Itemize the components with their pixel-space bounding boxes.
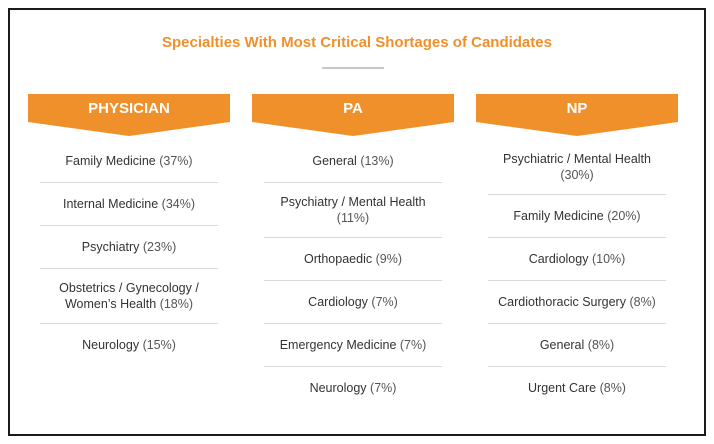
title-divider [322,67,384,69]
column-header-pa: PA [252,94,454,122]
list-item: Urgent Care (8%) [528,381,626,395]
list-item: General (13%) [264,140,442,183]
banner-chevron [28,122,230,136]
column-header-physician: PHYSICIAN [28,94,230,122]
list-item: Family Medicine (37%) [40,140,218,183]
np-column: NP Psychiatric / Mental Health (30%) Fam… [476,94,678,409]
list-item: Orthopaedic (9%) [264,238,442,281]
list-item: Obstetrics / Gynecology / Women’s Health… [40,269,218,324]
banner-chevron [476,122,678,136]
column-header-np: NP [476,94,678,122]
list-item: Neurology (7%) [309,381,397,395]
list-item: Cardiology (7%) [264,281,442,324]
list-item: Internal Medicine (34%) [40,183,218,226]
page-title: Specialties With Most Critical Shortages… [162,34,552,51]
physician-column: PHYSICIAN Family Medicine (37%) Internal… [28,94,230,366]
list-item: Neurology (15%) [82,338,176,352]
infographic-panel: Specialties With Most Critical Shortages… [8,8,706,436]
list-item: Psychiatric / Mental Health (30%) [488,140,666,195]
list-item: Psychiatry (23%) [40,226,218,269]
list-item: Family Medicine (20%) [488,195,666,238]
banner-chevron [252,122,454,136]
list-item: Cardiology (10%) [488,238,666,281]
pa-column: PA General (13%) Psychiatry / Mental Hea… [252,94,454,409]
list-item: General (8%) [488,324,666,367]
list-item: Psychiatry / Mental Health (11%) [264,183,442,238]
list-item: Emergency Medicine (7%) [264,324,442,367]
list-item: Cardiothoracic Surgery (8%) [488,281,666,324]
